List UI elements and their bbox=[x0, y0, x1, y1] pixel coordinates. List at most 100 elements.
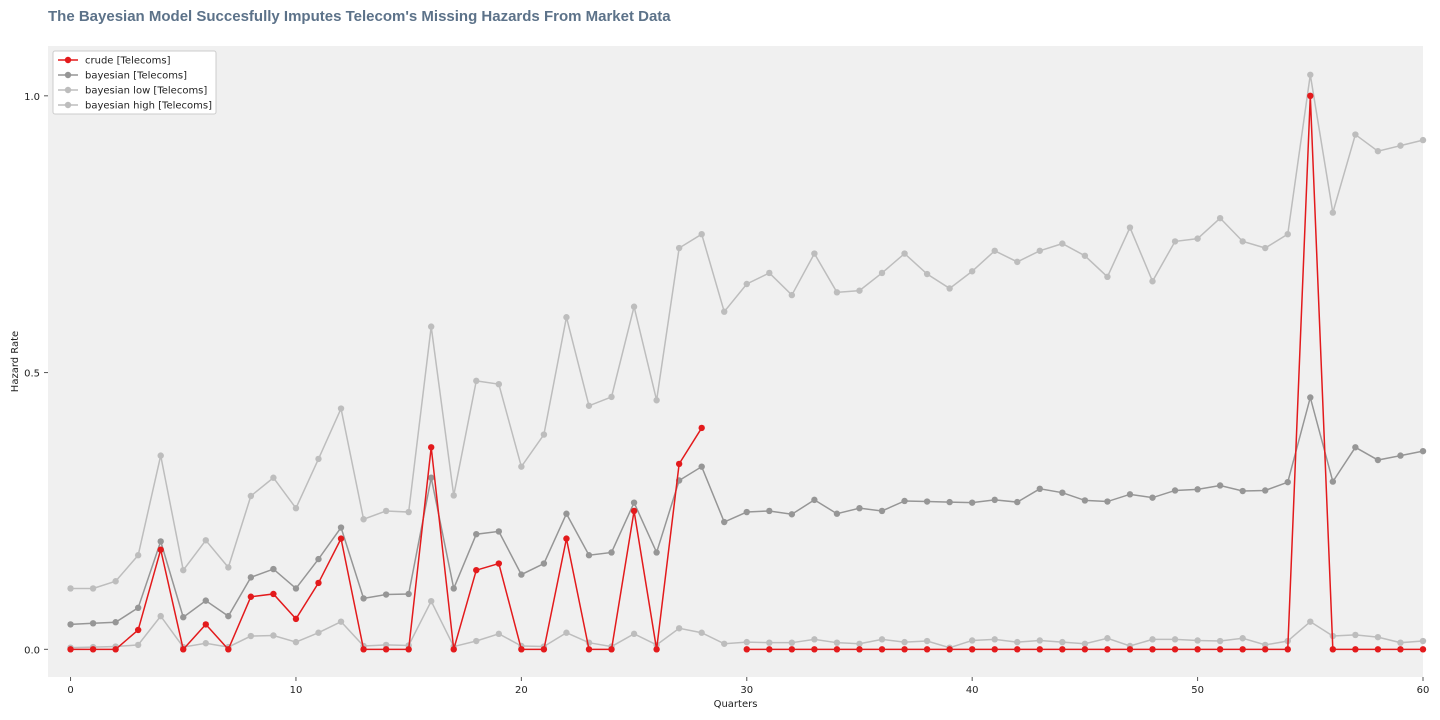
legend: crude [Telecoms] bayesian [Telecoms] bayes… bbox=[52, 50, 217, 115]
data-point bbox=[1397, 639, 1404, 646]
data-point bbox=[698, 463, 705, 470]
data-point bbox=[89, 620, 97, 627]
data-point bbox=[337, 618, 345, 625]
data-point bbox=[405, 508, 412, 516]
data-point bbox=[1262, 244, 1269, 252]
data-point bbox=[1149, 646, 1156, 653]
data-point bbox=[292, 504, 300, 512]
data-point bbox=[473, 377, 480, 385]
data-point bbox=[1194, 235, 1201, 242]
data-point bbox=[337, 405, 345, 412]
data-point bbox=[1329, 478, 1337, 485]
plot-area bbox=[48, 46, 1423, 677]
y-axis-ticks: 0.0 0.5 1.0 bbox=[24, 92, 48, 656]
y-tick-label: 0.0 bbox=[24, 645, 40, 656]
data-point bbox=[450, 646, 457, 653]
data-point bbox=[1216, 646, 1224, 653]
data-point bbox=[675, 460, 683, 468]
data-point bbox=[202, 621, 209, 628]
data-point bbox=[247, 632, 255, 640]
data-point bbox=[202, 640, 209, 647]
data-point bbox=[382, 591, 390, 598]
data-point bbox=[585, 402, 593, 409]
data-point bbox=[721, 308, 728, 315]
data-point bbox=[337, 535, 345, 542]
data-point bbox=[225, 646, 232, 653]
data-point bbox=[585, 552, 593, 559]
data-point bbox=[630, 630, 638, 638]
data-point bbox=[1104, 498, 1111, 505]
legend-label: bayesian high [Telecoms] bbox=[85, 101, 212, 112]
data-point bbox=[1081, 497, 1089, 504]
x-tick-label: 50 bbox=[1191, 685, 1204, 696]
data-point bbox=[766, 269, 773, 277]
data-point bbox=[382, 646, 390, 653]
series-bayesian bbox=[67, 394, 1427, 628]
data-point bbox=[134, 552, 142, 559]
data-point bbox=[518, 463, 525, 470]
data-point bbox=[540, 560, 548, 567]
data-point bbox=[1104, 635, 1111, 642]
data-point bbox=[878, 646, 886, 653]
data-point bbox=[1081, 646, 1089, 653]
data-point bbox=[1374, 633, 1382, 641]
data-point bbox=[270, 632, 277, 639]
data-point bbox=[67, 621, 74, 628]
x-tick-label: 20 bbox=[515, 685, 528, 696]
data-point bbox=[743, 638, 750, 646]
series-bayesian-low bbox=[67, 597, 1427, 651]
data-point bbox=[1081, 640, 1089, 647]
data-point bbox=[427, 323, 435, 330]
data-point bbox=[134, 626, 142, 634]
x-tick-label: 0 bbox=[67, 685, 73, 696]
data-point bbox=[405, 590, 412, 598]
data-point bbox=[315, 455, 322, 463]
data-point bbox=[856, 646, 863, 653]
data-point bbox=[112, 646, 119, 653]
data-point bbox=[788, 639, 796, 646]
data-point bbox=[518, 646, 525, 653]
data-point bbox=[1216, 637, 1224, 645]
data-point bbox=[1329, 646, 1337, 653]
data-point bbox=[360, 595, 367, 602]
data-point bbox=[1419, 136, 1427, 144]
data-point bbox=[923, 646, 931, 653]
data-point bbox=[292, 585, 300, 592]
data-point bbox=[180, 646, 187, 653]
data-point bbox=[134, 641, 142, 649]
data-point bbox=[473, 530, 480, 538]
data-point bbox=[1329, 209, 1337, 216]
data-point bbox=[1307, 71, 1314, 78]
data-point bbox=[292, 638, 300, 646]
data-point bbox=[1036, 637, 1044, 644]
data-point bbox=[946, 498, 953, 506]
data-point bbox=[337, 524, 345, 531]
data-point bbox=[157, 538, 164, 545]
data-point bbox=[382, 641, 390, 649]
data-point bbox=[991, 636, 998, 643]
legend-item: bayesian low [Telecoms] bbox=[58, 86, 207, 97]
data-point bbox=[315, 579, 322, 587]
data-point bbox=[247, 492, 255, 500]
data-point bbox=[450, 492, 457, 499]
data-point bbox=[1397, 142, 1404, 149]
data-point bbox=[1149, 636, 1156, 643]
data-point bbox=[180, 566, 187, 574]
data-point bbox=[225, 612, 232, 620]
series-layer bbox=[67, 71, 1427, 653]
data-point bbox=[1374, 147, 1382, 155]
data-point bbox=[1194, 646, 1201, 653]
data-point bbox=[923, 270, 931, 278]
legend-label: bayesian [Telecoms] bbox=[85, 71, 187, 82]
data-point bbox=[811, 250, 818, 257]
data-point bbox=[1397, 646, 1404, 653]
data-point bbox=[382, 507, 390, 515]
data-point bbox=[1419, 447, 1427, 455]
data-point bbox=[427, 474, 435, 481]
data-point bbox=[991, 496, 998, 504]
data-point bbox=[698, 629, 705, 636]
data-point bbox=[675, 625, 683, 632]
data-point bbox=[878, 636, 886, 643]
data-point bbox=[202, 597, 209, 604]
data-point bbox=[878, 269, 886, 277]
